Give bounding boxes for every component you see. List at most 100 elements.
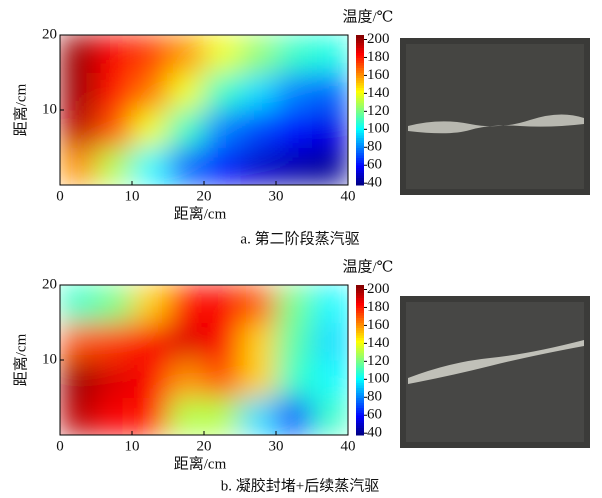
photo-a	[400, 38, 590, 195]
x-tick-label: 0	[56, 438, 64, 454]
heat-cell	[204, 323, 241, 361]
heat-cell	[96, 285, 133, 323]
colorbar-tick-label: 40	[367, 425, 382, 441]
heatmap	[60, 35, 349, 186]
x-tick-label: 10	[125, 188, 140, 204]
x-tick-label: 30	[269, 438, 284, 454]
heat-cell	[60, 360, 97, 398]
heat-cell	[276, 360, 313, 398]
heat-cell	[168, 148, 205, 186]
heat-cell	[60, 285, 97, 323]
photo-b	[400, 296, 590, 448]
heat-cell	[60, 148, 97, 186]
colorbar-tick-label: 140	[367, 335, 390, 351]
heat-cell	[132, 323, 169, 361]
heat-cell	[60, 73, 97, 111]
heat-cell	[60, 110, 97, 148]
heat-cell	[240, 148, 277, 186]
colorbar-step	[356, 285, 364, 288]
heat-cell	[240, 35, 277, 73]
heat-cell	[168, 35, 205, 73]
y-tick-label: 10	[42, 351, 57, 367]
heat-cell	[204, 148, 241, 186]
heat-cell	[240, 73, 277, 111]
x-tick-label: 30	[269, 188, 284, 204]
heat-cell	[276, 110, 313, 148]
colorbar-tick-label: 80	[367, 389, 382, 405]
heat-cell	[276, 73, 313, 111]
heat-cell	[60, 398, 97, 436]
colorbar-tick-label: 180	[367, 299, 390, 315]
heat-cell	[132, 398, 169, 436]
colorbar-tick-label: 180	[367, 49, 390, 65]
x-tick-label: 20	[197, 188, 212, 204]
colorbar-tick-label: 160	[367, 67, 390, 83]
heat-cell	[168, 110, 205, 148]
heat-cell	[312, 148, 349, 186]
x-tick-label: 20	[197, 438, 212, 454]
colorbar-tick-label: 100	[367, 371, 390, 387]
colorbar-tick-label: 200	[367, 31, 390, 47]
heat-cell	[276, 285, 313, 323]
heat-cell	[240, 323, 277, 361]
y-tick-label: 20	[42, 276, 57, 292]
heat-cell	[312, 323, 349, 361]
heat-cell	[132, 35, 169, 73]
heat-cell	[96, 35, 133, 73]
colorbar-tick-label: 80	[367, 139, 382, 155]
heat-cell	[204, 73, 241, 111]
colorbar-tick-label: 200	[367, 281, 390, 297]
heat-cell	[132, 360, 169, 398]
colorbar-label: 温度/℃	[343, 8, 394, 25]
colorbar-tick-label: 120	[367, 103, 390, 119]
heat-cell	[132, 73, 169, 111]
heat-cell	[132, 110, 169, 148]
heatmap-clip	[60, 35, 349, 186]
colorbar-tick-label: 100	[367, 121, 390, 137]
heat-cell	[240, 110, 277, 148]
colorbar-tick-label: 120	[367, 353, 390, 369]
heat-cell	[60, 323, 97, 361]
heatmap-clip	[60, 285, 349, 436]
y-tick-label: 10	[42, 101, 57, 117]
heat-cell	[276, 398, 313, 436]
heat-cell	[204, 110, 241, 148]
heat-cell	[168, 323, 205, 361]
colorbar-label: 温度/℃	[343, 258, 394, 275]
figure: 0102030401020距离/cm距离/cma. 第二阶段蒸汽驱4060801…	[0, 0, 602, 498]
heat-cell	[96, 323, 133, 361]
heat-cell	[276, 148, 313, 186]
x-tick-label: 0	[56, 188, 64, 204]
heat-cell	[132, 285, 169, 323]
x-tick-label: 40	[341, 438, 356, 454]
heat-cell	[204, 285, 241, 323]
heat-cell	[96, 398, 133, 436]
heat-cell	[96, 73, 133, 111]
heat-cell	[60, 35, 97, 73]
caption: b. 凝胶封堵+后续蒸汽驱	[221, 477, 379, 494]
colorbar-tick-label: 160	[367, 317, 390, 333]
colorbar-tick-label: 40	[367, 175, 382, 191]
heat-cell	[312, 398, 349, 436]
heat-cell	[96, 360, 133, 398]
heat-cell	[204, 360, 241, 398]
heat-cell	[312, 285, 349, 323]
heat-cell	[168, 73, 205, 111]
heat-cell	[204, 398, 241, 436]
caption: a. 第二阶段蒸汽驱	[240, 229, 359, 247]
heat-cell	[168, 285, 205, 323]
heat-cell	[96, 148, 133, 186]
colorbar-step	[356, 35, 364, 38]
heat-cell	[96, 110, 133, 148]
x-axis-label: 距离/cm	[174, 205, 227, 222]
heat-cell	[312, 360, 349, 398]
heat-cell	[132, 148, 169, 186]
heat-cell	[276, 323, 313, 361]
heat-cell	[240, 285, 277, 323]
heat-cell	[240, 398, 277, 436]
heat-cell	[312, 35, 349, 73]
heat-cell	[312, 73, 349, 111]
heat-cell	[240, 360, 277, 398]
heat-cell	[312, 110, 349, 148]
colorbar-tick-label: 60	[367, 157, 382, 173]
